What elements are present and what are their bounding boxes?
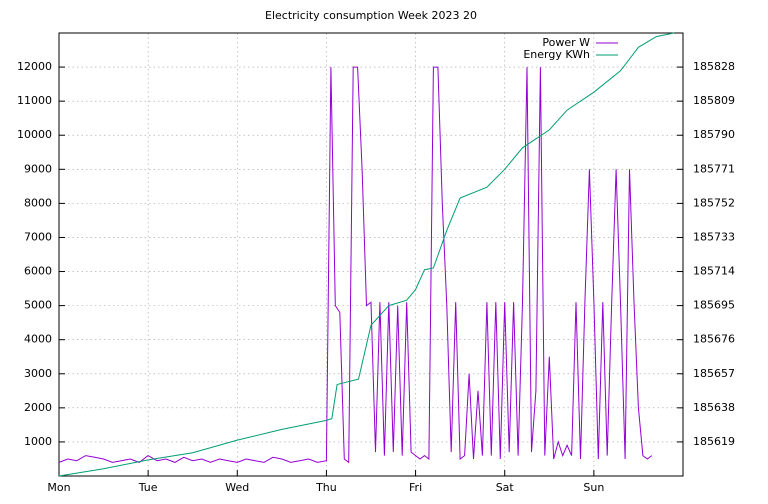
y2-tick-label: 185733 bbox=[693, 230, 735, 243]
y-tick-label: 1000 bbox=[24, 435, 52, 448]
y2-tick-label: 185676 bbox=[693, 333, 735, 346]
x-tick-label: Thu bbox=[315, 481, 337, 494]
y-tick-label: 4000 bbox=[24, 333, 52, 346]
y2-tick-label: 185695 bbox=[693, 299, 735, 312]
y2-tick-label: 185752 bbox=[693, 196, 735, 209]
x-tick-label: Sat bbox=[496, 481, 515, 494]
legend-label: Power W bbox=[542, 36, 590, 49]
y-tick-label: 7000 bbox=[24, 230, 52, 243]
y2-tick-label: 185638 bbox=[693, 401, 735, 414]
chart-title: Electricity consumption Week 2023 20 bbox=[265, 9, 477, 22]
x-tick-label: Fri bbox=[409, 481, 422, 494]
plot-frame bbox=[58, 32, 684, 477]
x-tick-label: Wed bbox=[225, 481, 249, 494]
data-line bbox=[58, 32, 675, 477]
y-tick-label: 2000 bbox=[24, 401, 52, 414]
y-tick-label: 5000 bbox=[24, 299, 52, 312]
y2-tick-label: 185714 bbox=[693, 265, 735, 278]
y-tick-label: 11000 bbox=[17, 94, 52, 107]
y2-tick-label: 185771 bbox=[693, 162, 735, 175]
y2-tick-label: 185619 bbox=[693, 435, 735, 448]
y-tick-label: 9000 bbox=[24, 162, 52, 175]
y2-tick-label: 185809 bbox=[693, 94, 735, 107]
y2-tick-label: 185828 bbox=[693, 60, 735, 73]
x-tick-label: Mon bbox=[47, 481, 70, 494]
y-tick-label: 10000 bbox=[17, 128, 52, 141]
legend-label: Energy KWh bbox=[523, 48, 590, 61]
x-tick-label: Tue bbox=[138, 481, 158, 494]
y2-tick-label: 185790 bbox=[693, 128, 735, 141]
y-tick-label: 6000 bbox=[24, 265, 52, 278]
x-tick-label: Sun bbox=[583, 481, 604, 494]
y-tick-label: 3000 bbox=[24, 367, 52, 380]
y-tick-label: 12000 bbox=[17, 60, 52, 73]
y2-tick-label: 185657 bbox=[693, 367, 735, 380]
data-line bbox=[58, 66, 653, 464]
y-tick-label: 8000 bbox=[24, 196, 52, 209]
